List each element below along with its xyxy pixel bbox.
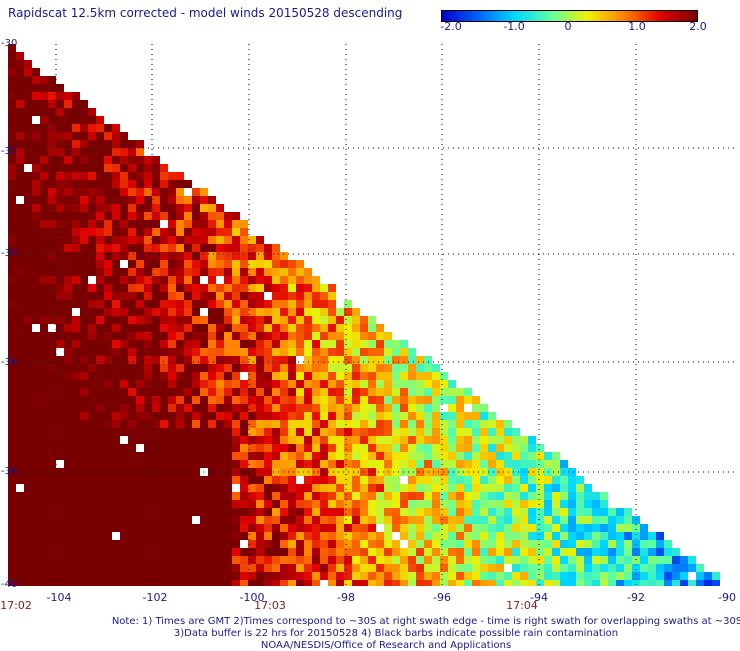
colorbar-label-neg1: -1.0 [503, 20, 525, 33]
time-label-1702: 17:02 [0, 599, 32, 612]
lon-label-96: -96 [433, 591, 451, 604]
lon-label-104: -104 [46, 591, 72, 604]
time-label-1703: 17:03 [254, 599, 286, 612]
lon-label-92: -92 [627, 591, 645, 604]
colorbar-label-max: 2.0 [689, 20, 707, 33]
swath-cells [8, 44, 720, 586]
note-line-2: 3)Data buffer is 22 hrs for 20150528 4) … [173, 628, 619, 639]
wind-difference-map [8, 44, 734, 586]
lat-label-34: -34 [1, 248, 18, 259]
chart-title: Rapidscat 12.5km corrected - model winds… [8, 6, 403, 20]
lon-label-94: -94 [530, 591, 548, 604]
colorbar [441, 10, 698, 22]
lat-label-36: -36 [1, 357, 18, 368]
colorbar-label-min: -2.0 [440, 20, 462, 33]
lat-label-40: -40 [1, 579, 18, 590]
lat-label-38: -38 [1, 466, 18, 477]
colorbar-label-zero: 0 [564, 20, 572, 33]
lon-label-102: -102 [142, 591, 168, 604]
note-line-3: NOAA/NESDIS/Office of Research and Appli… [260, 640, 512, 651]
time-label-1704: 17:04 [506, 599, 538, 612]
colorbar-label-pos1: 1.0 [628, 20, 646, 33]
lat-label-30: -30 [1, 38, 18, 49]
lat-label-32: -32 [1, 146, 18, 157]
lon-label-100: -100 [239, 591, 265, 604]
lon-label-90: -90 [718, 591, 736, 604]
lon-label-98: -98 [337, 591, 355, 604]
note-line-1: Note: 1) Times are GMT 2)Times correspon… [111, 616, 740, 627]
gridlines [8, 44, 734, 586]
